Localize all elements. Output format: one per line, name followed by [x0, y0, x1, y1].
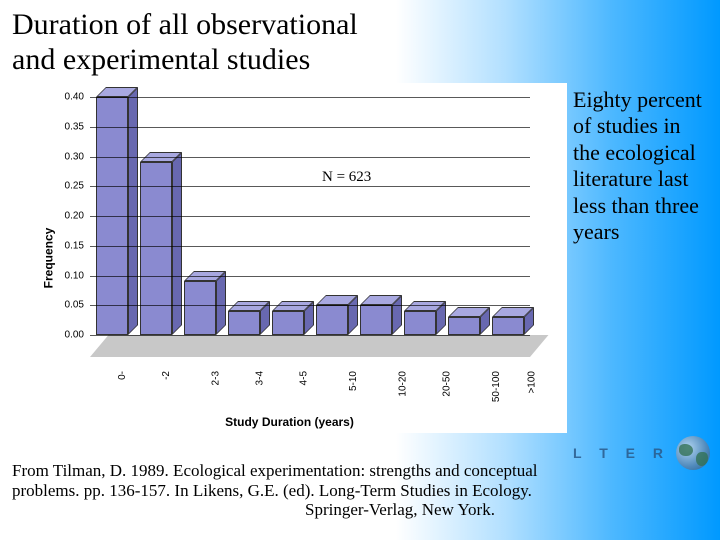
n-label: N = 623	[322, 169, 371, 186]
x-tick: 3-4	[254, 371, 265, 385]
grid-line	[90, 127, 530, 128]
citation-line-3: Springer-Verlag, New York.	[12, 500, 708, 520]
x-tick: 2-3	[210, 371, 221, 385]
citation: From Tilman, D. 1989. Ecological experim…	[12, 461, 708, 520]
grid-line	[90, 157, 530, 158]
bar	[360, 305, 392, 335]
y-tick: 0.05	[65, 300, 84, 311]
y-tick: 0.35	[65, 121, 84, 132]
x-tick: -2	[161, 371, 172, 380]
y-tick: 0.10	[65, 270, 84, 281]
plot-area	[90, 97, 530, 357]
x-axis-label: Study Duration (years)	[225, 415, 354, 429]
bar	[184, 281, 216, 335]
x-tick: 20-50	[442, 371, 453, 397]
title-line-2: and experimental studies	[12, 43, 708, 78]
grid-line	[90, 335, 530, 336]
y-tick: 0.30	[65, 151, 84, 162]
bar	[448, 317, 480, 335]
grid-line	[90, 186, 530, 187]
y-tick: 0.20	[65, 211, 84, 222]
x-tick: >100	[527, 371, 538, 394]
grid-line	[90, 97, 530, 98]
side-text: Eighty percent of studies in the ecologi…	[567, 87, 707, 245]
bar	[140, 162, 172, 335]
y-tick: 0.40	[65, 92, 84, 103]
y-tick: 0.15	[65, 240, 84, 251]
x-tick: 5-10	[348, 371, 359, 391]
grid-line	[90, 305, 530, 306]
x-tick: 4-5	[298, 371, 309, 385]
bar	[404, 311, 436, 335]
content-row: Frequency 0.000.050.100.150.200.250.300.…	[12, 83, 708, 433]
x-tick: 10-20	[398, 371, 409, 397]
grid-line	[90, 216, 530, 217]
title-line-1: Duration of all observational	[12, 8, 708, 43]
bar	[228, 311, 260, 335]
chart: Frequency 0.000.050.100.150.200.250.300.…	[12, 83, 567, 433]
x-tick: 50-100	[491, 371, 502, 402]
citation-line-2: problems. pp. 136-157. In Likens, G.E. (…	[12, 481, 708, 501]
bar	[492, 317, 524, 335]
page-title: Duration of all observational and experi…	[12, 8, 708, 77]
slide: Duration of all observational and experi…	[0, 0, 720, 540]
citation-line-1: From Tilman, D. 1989. Ecological experim…	[12, 461, 708, 481]
grid-line	[90, 246, 530, 247]
x-tick-labels: 0--22-33-44-55-1010-2020-5050-100>100	[90, 363, 530, 413]
bar	[316, 305, 348, 335]
y-tick-labels: 0.000.050.100.150.200.250.300.350.40	[44, 97, 84, 357]
bar	[272, 311, 304, 335]
grid-line	[90, 276, 530, 277]
y-tick: 0.25	[65, 181, 84, 192]
logo-text: L T E R	[573, 445, 670, 461]
y-tick: 0.00	[65, 330, 84, 341]
x-tick: 0-	[117, 371, 128, 380]
chart-floor	[90, 335, 548, 357]
